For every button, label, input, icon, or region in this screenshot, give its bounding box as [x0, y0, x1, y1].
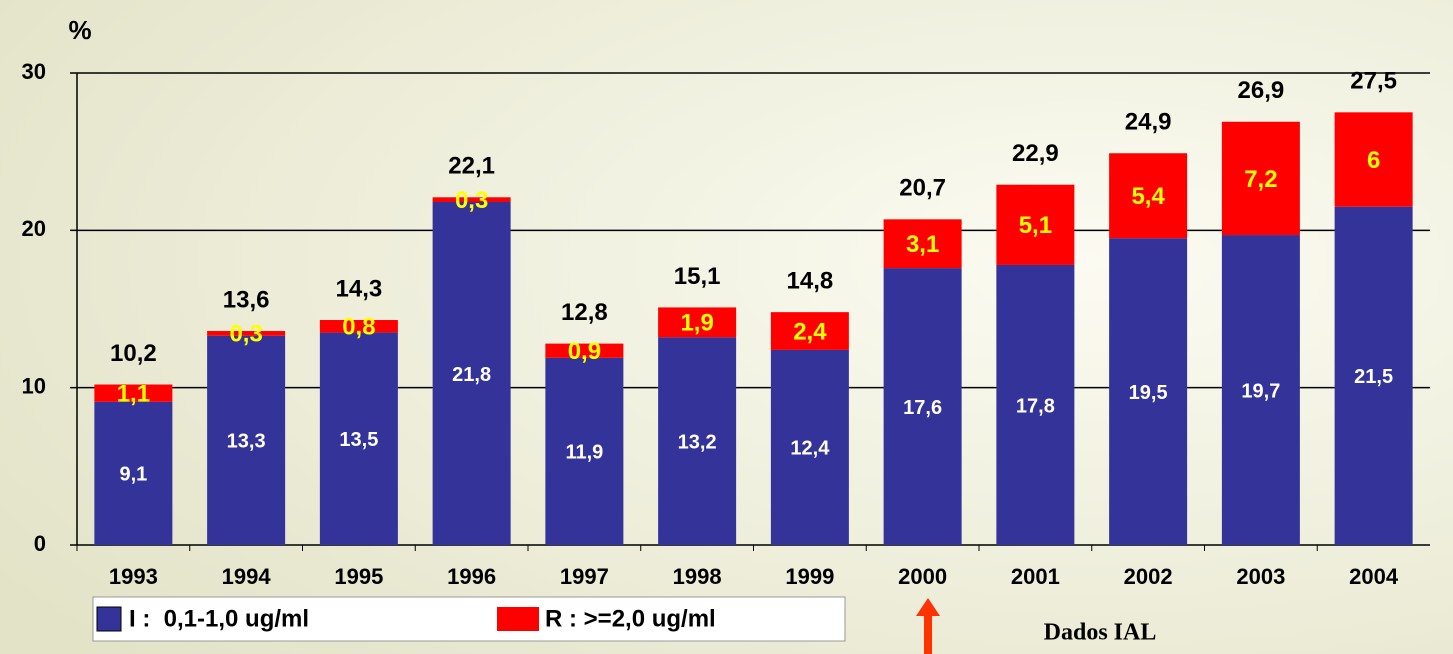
arrow	[916, 598, 940, 654]
total-label: 24,9	[1125, 109, 1172, 136]
bar-segment	[545, 357, 624, 545]
bar-segment	[1334, 112, 1413, 207]
bar-segment	[207, 331, 286, 336]
value-label: 13,2	[678, 431, 717, 453]
value-label: 6	[1367, 147, 1380, 174]
value-label: 17,6	[903, 397, 942, 419]
x-tick-label: 2000	[898, 564, 947, 589]
x-tick-label: 2001	[1011, 564, 1060, 589]
value-label: 0,9	[568, 338, 601, 365]
x-tick-label: 2004	[1349, 564, 1399, 589]
value-label: 0,3	[229, 321, 262, 348]
value-label: 5,4	[1131, 183, 1165, 210]
y-axis-label: %	[68, 15, 91, 45]
bar-segment	[319, 320, 398, 333]
value-label: 1,9	[680, 310, 713, 337]
total-label: 20,7	[899, 175, 946, 202]
value-label: 0,3	[455, 187, 488, 214]
bar-segment	[658, 337, 737, 545]
value-label: 19,5	[1129, 382, 1168, 404]
value-label: 19,7	[1241, 380, 1280, 402]
total-label: 22,1	[448, 153, 495, 180]
value-label: 7,2	[1244, 166, 1277, 193]
bar-segment	[883, 219, 962, 269]
x-tick-label: 2003	[1236, 564, 1285, 589]
value-label: 2,4	[793, 318, 827, 345]
value-label: 13,3	[227, 431, 266, 453]
bar-segment	[432, 197, 511, 203]
value-label: 0,8	[342, 314, 375, 341]
bar-segment	[1221, 121, 1300, 236]
bar-segment	[883, 268, 962, 545]
bar-segment	[207, 335, 286, 545]
total-label: 14,8	[787, 267, 834, 294]
x-tick-label: 1993	[109, 564, 158, 589]
value-label: 1,1	[117, 381, 150, 408]
total-label: 13,6	[223, 286, 270, 313]
legend-label: I : 0,1-1,0 ug/ml	[129, 605, 309, 632]
legend-label: R : >=2,0 ug/ml	[545, 605, 716, 632]
y-tick-label: 30	[22, 59, 46, 84]
y-tick-label: 20	[22, 216, 46, 241]
legend-swatch	[497, 607, 539, 631]
bar-segment	[658, 307, 737, 338]
value-label: 9,1	[119, 464, 147, 486]
total-label: 22,9	[1012, 140, 1059, 167]
value-label: 11,9	[565, 442, 603, 464]
y-tick-label: 0	[34, 531, 46, 556]
x-tick-label: 1999	[785, 564, 834, 589]
bar-segment	[545, 343, 624, 358]
x-tick-label: 1995	[334, 564, 383, 589]
bar-segment	[996, 184, 1075, 265]
value-label: 17,8	[1016, 395, 1055, 417]
annotation: Dados IAL	[1044, 620, 1157, 646]
value-label: 12,4	[790, 438, 830, 460]
y-tick-label: 10	[22, 373, 46, 398]
x-tick-label: 1996	[447, 564, 496, 589]
bar-segment	[319, 332, 398, 545]
bar-segment	[1109, 153, 1188, 239]
value-label: 21,5	[1354, 366, 1393, 388]
x-tick-label: 1998	[673, 564, 722, 589]
bar-segment	[1334, 206, 1413, 545]
legend-swatch	[96, 606, 122, 632]
bar-segment	[432, 202, 511, 545]
x-tick-label: 2002	[1124, 564, 1173, 589]
value-label: 3,1	[906, 231, 939, 258]
total-label: 12,8	[561, 299, 608, 326]
value-label: 13,5	[339, 429, 378, 451]
value-label: 5,1	[1019, 212, 1052, 239]
total-label: 27,5	[1350, 68, 1397, 95]
bar-segment	[770, 349, 849, 545]
bar-segment	[1221, 235, 1300, 545]
bar-segment	[996, 264, 1075, 545]
value-label: 21,8	[452, 364, 491, 386]
bar-segment	[770, 312, 849, 350]
total-label: 26,9	[1238, 77, 1285, 104]
bar-segment	[1109, 238, 1188, 545]
bar-segment	[94, 401, 173, 545]
x-tick-label: 1997	[560, 564, 609, 589]
bar-segment	[94, 384, 173, 402]
legend	[92, 596, 846, 642]
total-label: 14,3	[336, 275, 383, 302]
total-label: 10,2	[110, 340, 157, 367]
x-tick-label: 1994	[222, 564, 272, 589]
total-label: 15,1	[674, 263, 721, 290]
